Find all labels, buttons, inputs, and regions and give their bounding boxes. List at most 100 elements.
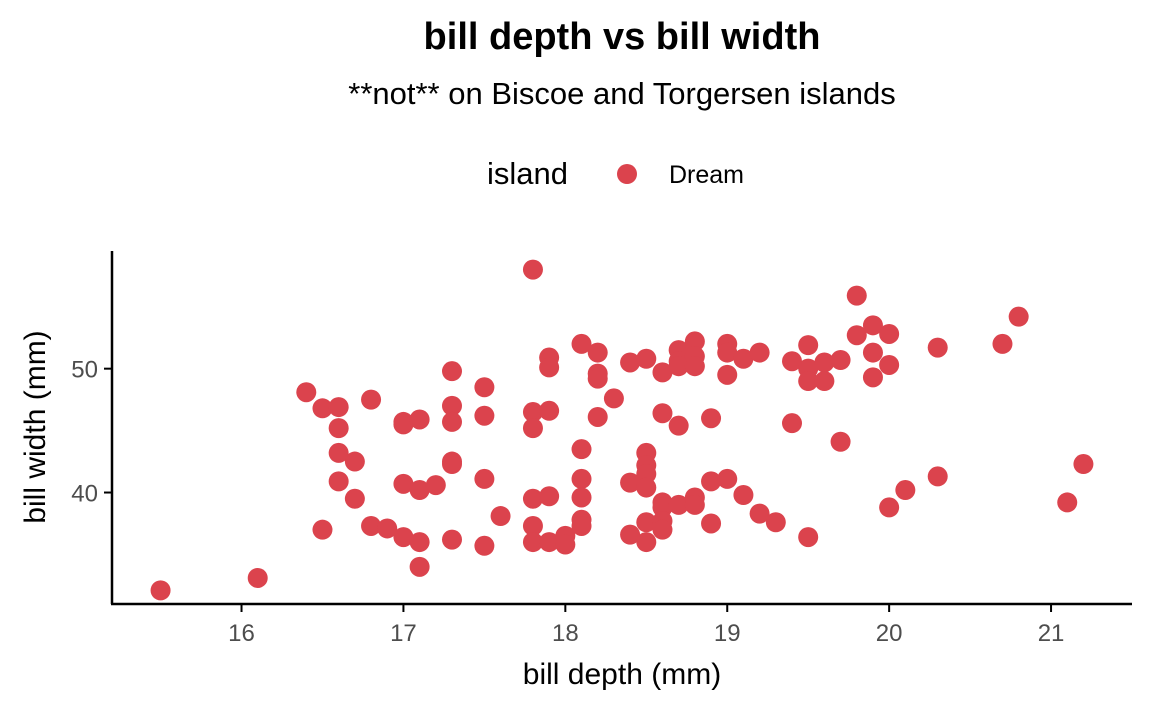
data-point [393, 473, 414, 494]
data-point [442, 529, 462, 550]
data-point [749, 503, 770, 524]
data-point [798, 335, 819, 356]
data-point [1057, 492, 1078, 513]
x-tick-label: 18 [552, 620, 579, 647]
y-ticks: 40 50 [71, 357, 112, 508]
data-point [636, 477, 657, 498]
data-point [522, 488, 543, 509]
data-point [442, 411, 462, 432]
data-point [846, 285, 867, 306]
data-point [247, 567, 268, 588]
data-point [474, 468, 495, 489]
data-point [862, 342, 883, 363]
data-point [668, 415, 689, 436]
data-point [879, 354, 900, 375]
data-point [328, 442, 349, 463]
data-point [522, 259, 543, 280]
data-point [620, 524, 641, 545]
y-tick-label: 40 [71, 481, 98, 508]
data-point [782, 351, 802, 372]
data-point [312, 519, 333, 540]
data-point [927, 337, 948, 358]
data-point [701, 408, 722, 429]
data-point [636, 532, 657, 553]
data-point [474, 405, 495, 426]
chart-title: bill depth vs bill width [424, 16, 821, 58]
data-point [652, 519, 673, 540]
data-point [636, 512, 657, 533]
x-tick-label: 17 [390, 620, 417, 647]
data-point [361, 389, 382, 410]
data-point [814, 371, 835, 392]
y-axis-label: bill width (mm) [19, 330, 52, 523]
data-point [798, 527, 819, 548]
data-point [684, 356, 705, 377]
data-point [522, 532, 543, 553]
data-point [717, 364, 738, 385]
data-point [992, 333, 1013, 354]
data-point [571, 333, 592, 354]
y-tick-label: 50 [71, 357, 98, 384]
data-point [733, 348, 754, 369]
data-point [603, 388, 624, 409]
data-point [846, 325, 867, 346]
data-point [701, 471, 722, 492]
data-point [862, 367, 883, 388]
data-point [717, 468, 738, 489]
data-point [393, 527, 414, 548]
data-point [879, 323, 900, 344]
data-point [587, 406, 608, 427]
data-point [490, 506, 511, 527]
data-point [409, 409, 430, 430]
data-point [733, 485, 754, 506]
x-tick-label: 19 [714, 620, 741, 647]
data-point [555, 534, 576, 555]
data-point [328, 397, 349, 418]
data-point [474, 535, 495, 556]
data-point [344, 451, 365, 472]
legend: island Dream [487, 156, 744, 191]
data-point [668, 494, 689, 515]
data-point [571, 439, 592, 460]
x-tick-label: 21 [1038, 620, 1065, 647]
data-point [717, 342, 738, 363]
legend-label-dream: Dream [669, 161, 744, 189]
data-point [522, 515, 543, 536]
data-point [442, 454, 462, 475]
data-point [377, 518, 398, 539]
x-tick-label: 20 [876, 620, 903, 647]
data-point [684, 331, 705, 352]
data-point [539, 400, 560, 421]
data-point [765, 512, 786, 533]
data-point [587, 342, 608, 363]
data-point [474, 377, 495, 398]
x-axis-label: bill depth (mm) [523, 658, 721, 691]
legend-key-dream [617, 164, 637, 184]
chart-subtitle: **not** on Biscoe and Torgersen islands [348, 76, 895, 111]
data-point [539, 357, 560, 378]
data-point [701, 513, 722, 534]
data-point [895, 480, 916, 501]
data-point [328, 471, 349, 492]
data-point [620, 352, 641, 373]
x-tick-label: 16 [228, 620, 255, 647]
data-point [409, 556, 430, 577]
data-point [587, 368, 608, 389]
data-point [539, 532, 560, 553]
data-point [862, 315, 883, 336]
data-point [312, 398, 333, 419]
data-point [150, 580, 171, 601]
plot-area: 16 17 18 19 20 21 40 50 [71, 251, 1132, 647]
data-point [927, 466, 948, 487]
data-point [442, 395, 462, 416]
data-point [652, 362, 673, 383]
data-point [620, 472, 641, 493]
data-point [571, 468, 592, 489]
data-point [684, 494, 705, 515]
data-point [571, 487, 592, 508]
data-point [749, 342, 770, 363]
data-point [361, 515, 382, 536]
data-point [636, 348, 657, 369]
data-point [409, 532, 430, 553]
data-point [879, 497, 900, 518]
